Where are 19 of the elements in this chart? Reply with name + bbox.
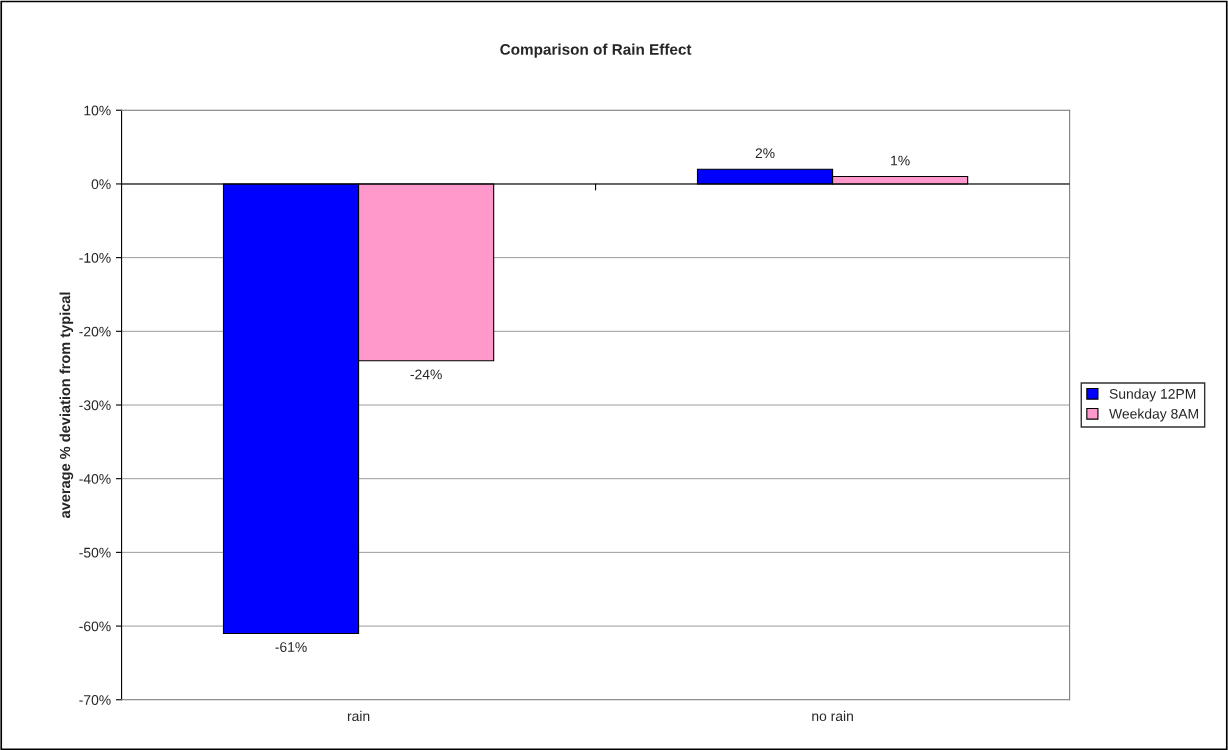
legend-label: Sunday 12PM <box>1109 388 1196 402</box>
data-label: -24% <box>410 369 442 380</box>
x-tick-label: rain <box>347 710 370 722</box>
y-tick-label: -30% <box>79 400 111 411</box>
y-tick-label: 10% <box>84 105 111 116</box>
y-axis-title: average % deviation from typical <box>59 292 74 519</box>
data-label: 1% <box>891 155 910 166</box>
y-tick-label: -40% <box>79 474 111 484</box>
y-tick-label: -70% <box>79 695 111 705</box>
y-tick-label: -50% <box>79 547 111 558</box>
y-tick-label: 0% <box>91 179 111 190</box>
y-tick-label: -60% <box>79 621 111 632</box>
data-label: 2% <box>755 148 775 159</box>
data-label: -61% <box>275 642 307 652</box>
chart-title: Comparison of Rain Effect <box>500 43 692 58</box>
y-tick-label: -20% <box>79 326 111 337</box>
x-tick-label: no rain <box>812 710 853 722</box>
y-tick-label: -10% <box>79 252 111 263</box>
legend-label: Weekday 8AM <box>1109 408 1198 422</box>
